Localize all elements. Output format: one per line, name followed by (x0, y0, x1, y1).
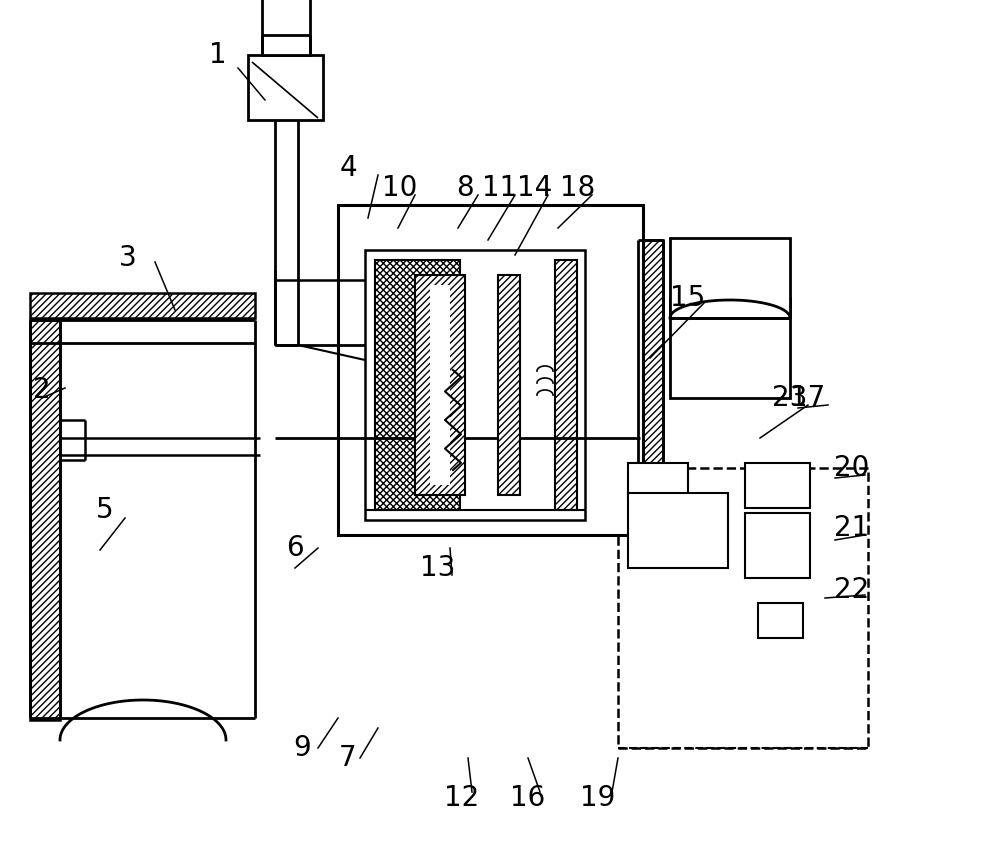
Bar (30, 293, 255, 318)
Text: 16: 16 (510, 784, 546, 812)
Text: 23: 23 (772, 384, 808, 412)
Text: 13: 13 (420, 554, 456, 582)
Text: 18: 18 (560, 174, 596, 202)
Bar (758, 603, 803, 638)
Text: 2: 2 (33, 376, 51, 404)
Text: 17: 17 (790, 384, 826, 412)
Bar (338, 230, 363, 510)
Bar (628, 493, 728, 568)
Bar (375, 260, 460, 510)
Bar (248, 55, 323, 120)
Bar (670, 298, 790, 398)
Text: 20: 20 (834, 454, 870, 482)
Bar (30, 320, 60, 720)
Bar (430, 285, 450, 485)
Text: 14: 14 (517, 174, 553, 202)
Bar (670, 238, 790, 318)
Bar (638, 240, 663, 540)
Text: 1: 1 (209, 41, 227, 69)
Bar (618, 468, 868, 748)
Bar (338, 205, 643, 535)
Text: 11: 11 (482, 174, 518, 202)
Bar (60, 320, 255, 718)
Bar (745, 463, 810, 508)
Bar (415, 275, 465, 495)
Text: 7: 7 (339, 744, 357, 772)
Text: 21: 21 (834, 514, 870, 542)
Bar (745, 513, 810, 578)
Bar (628, 463, 688, 498)
Text: 22: 22 (834, 576, 870, 604)
Bar (555, 260, 577, 510)
Text: 8: 8 (456, 174, 474, 202)
Bar (498, 275, 520, 495)
Text: 12: 12 (444, 784, 480, 812)
Bar (338, 510, 643, 535)
Text: 9: 9 (293, 734, 311, 762)
Text: 19: 19 (580, 784, 616, 812)
Text: 3: 3 (119, 244, 137, 272)
Text: 6: 6 (286, 534, 304, 562)
Bar (363, 230, 618, 510)
Bar (262, 0, 310, 55)
Bar (618, 230, 643, 510)
Bar (365, 250, 585, 520)
Text: 5: 5 (96, 496, 114, 524)
Text: 15: 15 (670, 284, 706, 312)
Text: 10: 10 (382, 174, 418, 202)
Text: 4: 4 (339, 154, 357, 182)
Bar (338, 205, 643, 230)
